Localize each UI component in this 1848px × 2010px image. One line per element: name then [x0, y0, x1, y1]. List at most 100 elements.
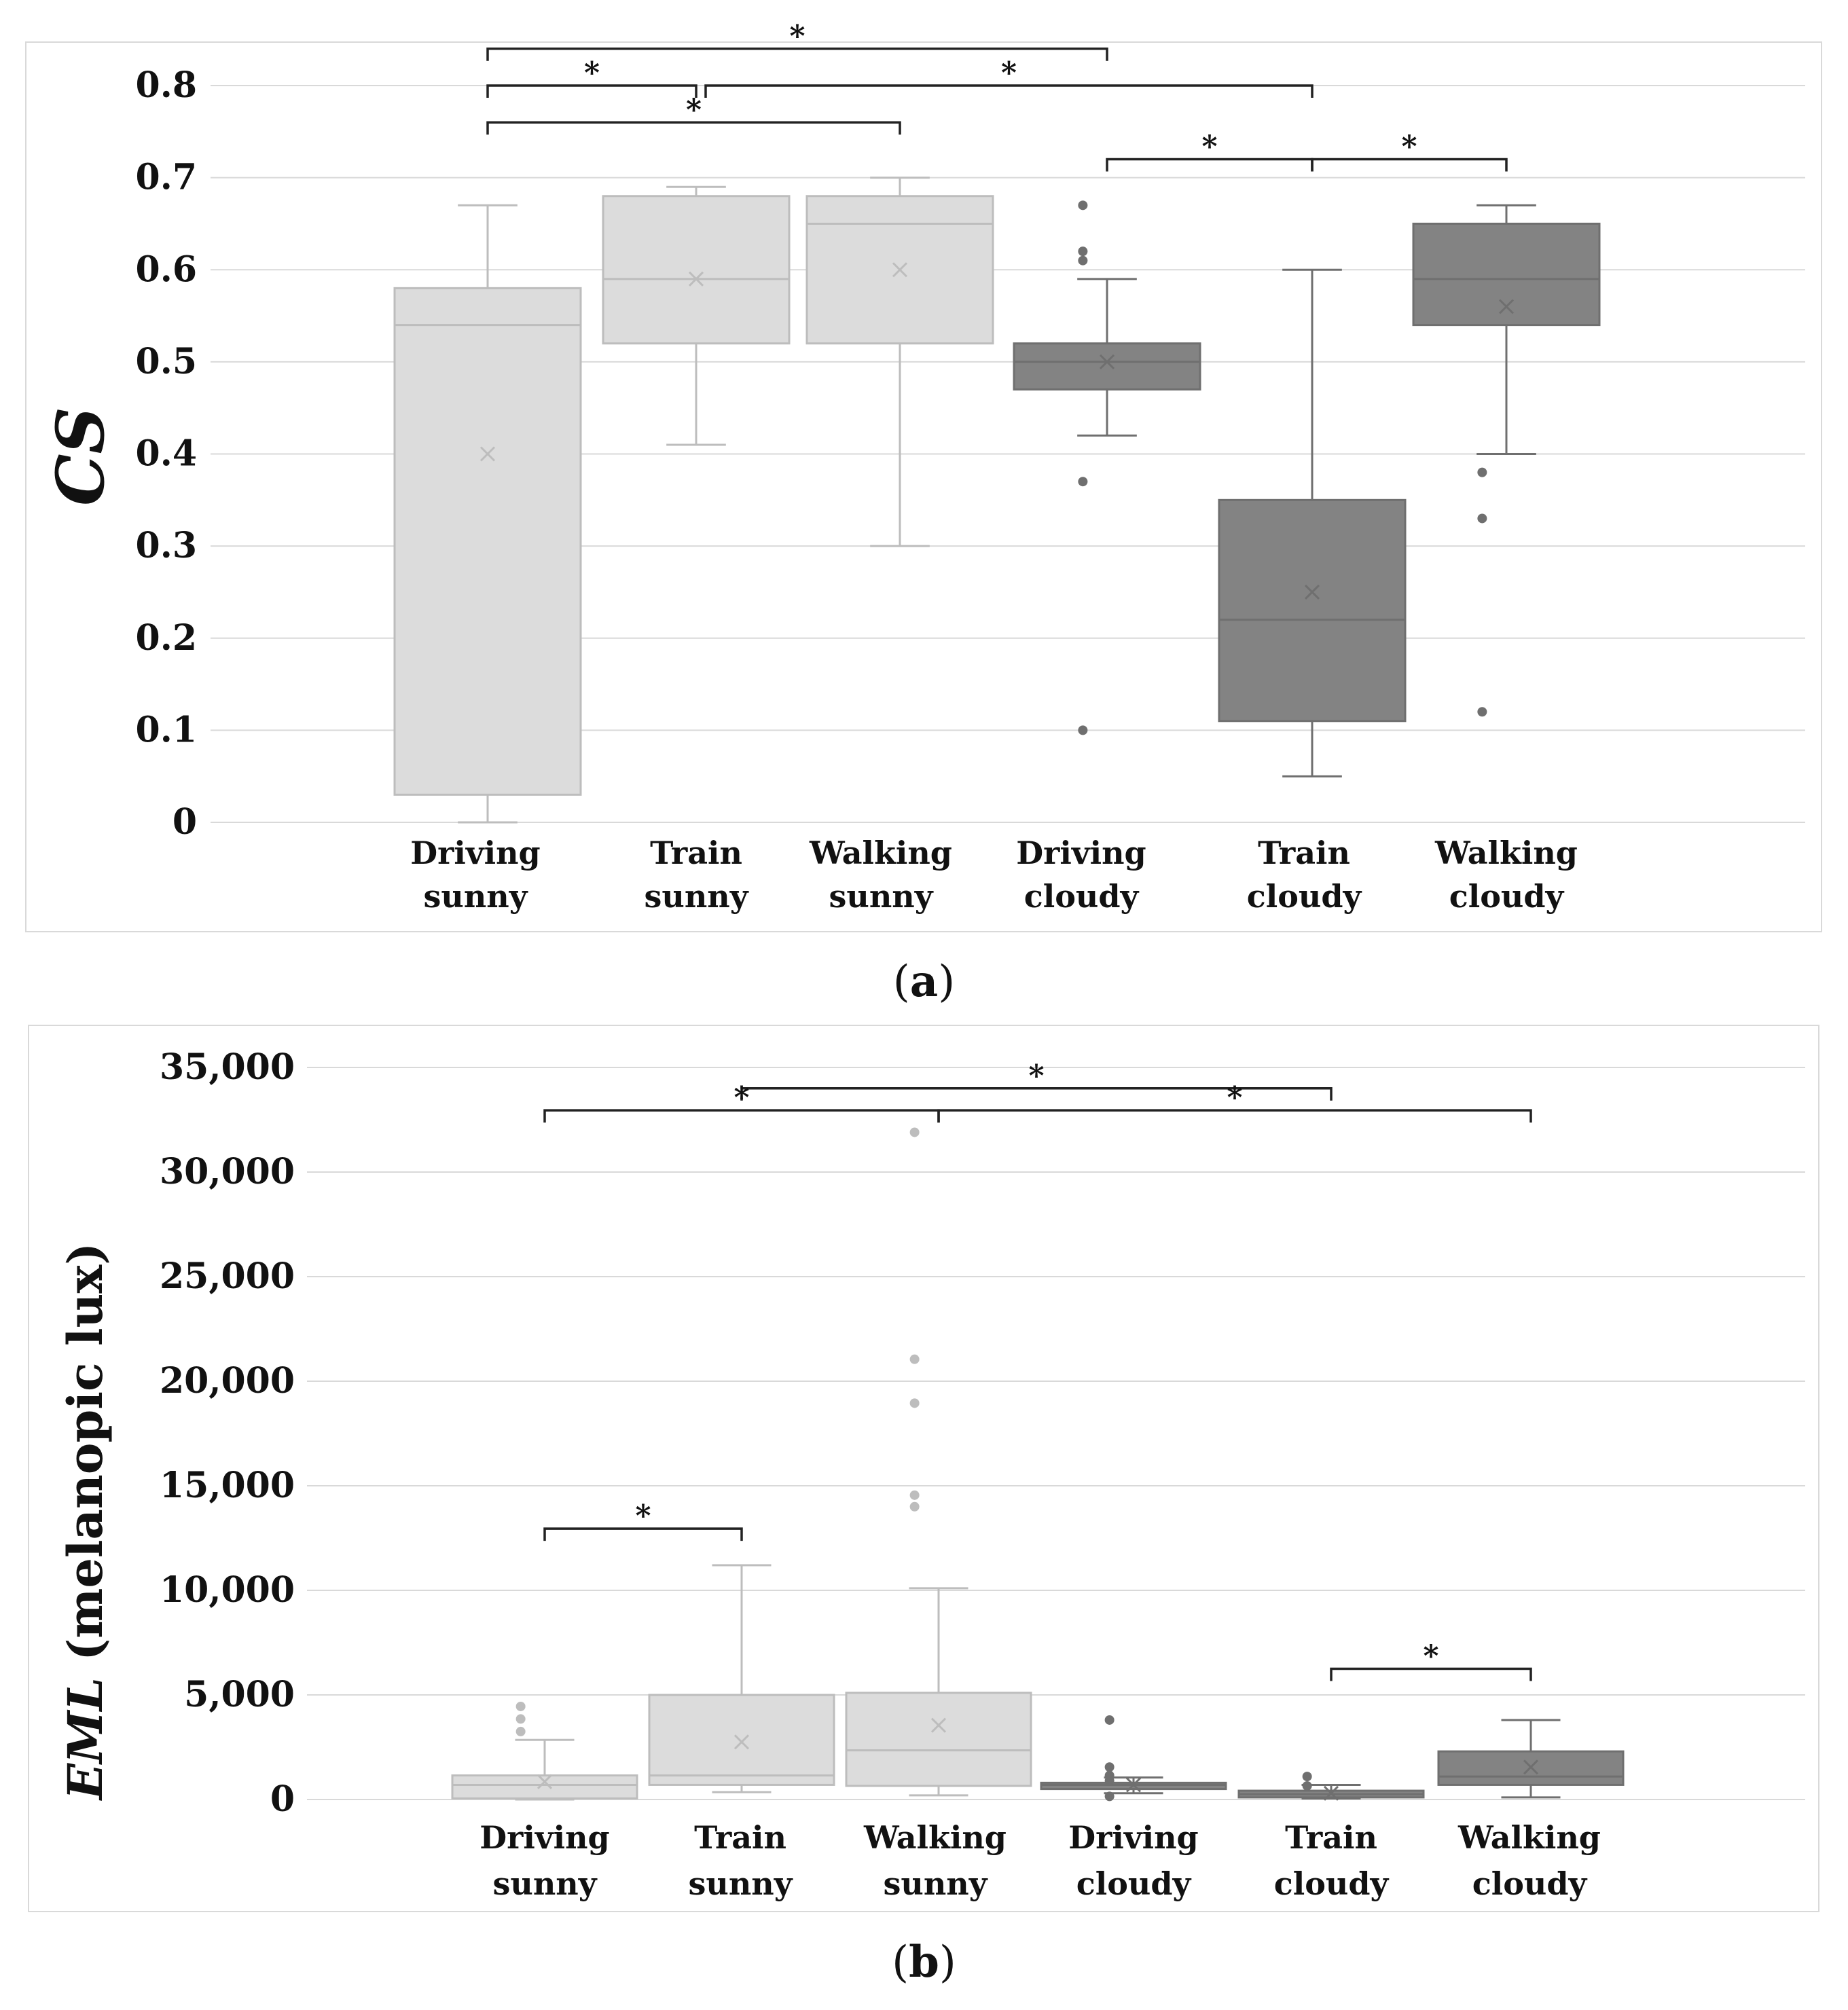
chart-b-frame [28, 1025, 1819, 1912]
y-tick-label: 0.7 [136, 157, 197, 198]
outlier-point [909, 1501, 920, 1512]
box [1013, 342, 1201, 391]
y-tick-label: 0.4 [136, 433, 197, 475]
x-label-line1: Walking [1457, 1819, 1601, 1856]
x-label-line1: Driving [410, 835, 540, 871]
x-label-line2: sunny [829, 878, 934, 915]
outlier-point [1104, 1776, 1115, 1786]
chart-b-x-labels: Driving sunny Train sunny Walking sunny Drivin… [479, 1819, 1601, 1902]
x-label-line2: sunny [884, 1865, 988, 1902]
significance-bracket [543, 1527, 743, 1541]
significance-bracket [486, 84, 697, 98]
significance-bracket [1311, 158, 1508, 172]
x-label-line2: cloudy [1449, 878, 1565, 915]
significance-star: * [733, 1080, 749, 1115]
x-label-line1: Train [694, 1819, 786, 1856]
outlier-point [515, 1714, 526, 1724]
chart-a: 0 0.1 0.2 0.3 0.4 0.5 0.6 0.7 0.8 Driving sunny Tr… [25, 19, 1822, 932]
outlier-point [1302, 1780, 1312, 1791]
mean-marker [1125, 1777, 1142, 1793]
mean-marker [537, 1774, 553, 1789]
x-label-line2: cloudy [1076, 1865, 1192, 1902]
outlier-point [1104, 1762, 1115, 1772]
outlier-point [515, 1701, 526, 1711]
y-tick-label: 30,000 [160, 1151, 295, 1192]
mean-marker [479, 446, 496, 462]
chart-b-y-axis-title: EML (melanopic lux) [57, 1243, 113, 1802]
x-label-line1: Driving [1068, 1819, 1198, 1856]
x-label-line2: cloudy [1247, 878, 1362, 915]
significance-star: * [1028, 1059, 1044, 1093]
caption-a-close: ) [938, 957, 956, 1007]
y-tick-label: 0.5 [136, 341, 197, 382]
outlier-point [909, 1398, 920, 1408]
box [1412, 222, 1601, 327]
chart-a-x-labels: Driving sunny Train sunny Walking sunny Drivin… [410, 835, 1578, 915]
x-label-line2: sunny [645, 878, 749, 915]
significance-star: * [1227, 1080, 1242, 1115]
box [1218, 498, 1407, 723]
x-label-line1: Driving [1016, 835, 1146, 871]
significance-bracket [486, 48, 1108, 61]
caption-a-letter: a [909, 956, 939, 1007]
x-label-line1: Walking [1434, 835, 1578, 871]
y-tick-label: 0.2 [136, 617, 197, 659]
box [648, 1694, 835, 1786]
y-tick-label: 0.6 [136, 249, 197, 290]
significance-star: * [1001, 56, 1017, 90]
y-tick-label: 5,000 [184, 1674, 295, 1715]
caption-b-open: ( [892, 1937, 909, 1988]
significance-star: * [1201, 130, 1217, 164]
outlier-point [1302, 1772, 1312, 1782]
chart-b-gridlines [307, 1067, 1805, 1800]
chart-b-boxes [451, 1127, 1625, 1802]
outlier-point [909, 1127, 920, 1137]
mean-marker [930, 1717, 947, 1733]
chart-b: 0 5,000 10,000 15,000 20,000 25,000 30,000 35,0… [28, 1025, 1819, 1912]
x-label-line2: cloudy [1472, 1865, 1588, 1902]
outlier-point [1477, 513, 1487, 524]
mean-marker [688, 271, 704, 287]
x-label-line2: cloudy [1024, 878, 1140, 915]
y-tick-label: 0 [270, 1778, 295, 1820]
caption-a-open: ( [892, 957, 910, 1007]
mean-marker [892, 262, 908, 278]
y-tick-label: 15,000 [160, 1465, 295, 1506]
x-label-line1: Train [650, 835, 742, 871]
significance-star: * [686, 92, 702, 127]
y-tick-label: 20,000 [160, 1360, 295, 1402]
chart-a-boxes [393, 177, 1601, 824]
chart-a-y-ticks: 0 0.1 0.2 0.3 0.4 0.5 0.6 0.7 0.8 [136, 65, 197, 843]
significance-bracket [937, 1109, 1532, 1123]
caption-b-close: ) [939, 1937, 956, 1988]
x-label-line1: Walking [863, 1819, 1007, 1856]
chart-b-y-axis-title-rest: (melanopic lux) [57, 1243, 113, 1678]
mean-marker [1523, 1759, 1539, 1775]
outlier-point [1078, 246, 1088, 257]
x-label-line1: Driving [479, 1819, 609, 1856]
outlier-point [909, 1490, 920, 1500]
x-label-line2: cloudy [1274, 1865, 1390, 1902]
outlier-point [1078, 725, 1088, 735]
caption-b: (b) [0, 1937, 1848, 1988]
y-tick-label: 0.1 [136, 709, 197, 750]
y-tick-label: 35,000 [160, 1046, 295, 1088]
chart-a-y-axis-title: CS [42, 407, 119, 506]
significance-star: * [1423, 1639, 1438, 1674]
significance-bracket [704, 84, 1313, 98]
outlier-point [1477, 707, 1487, 717]
box [451, 1774, 638, 1799]
y-tick-label: 0 [173, 801, 197, 843]
significance-star: * [584, 56, 600, 90]
significance-bracket [740, 1087, 1333, 1101]
significance-bracket [1330, 1667, 1532, 1681]
x-label-line2: sunny [689, 1865, 793, 1902]
outlier-point [1078, 477, 1088, 487]
significance-star: * [1401, 130, 1417, 164]
outlier-point [1104, 1715, 1115, 1725]
outlier-point [515, 1726, 526, 1736]
caption-a: (a) [0, 956, 1848, 1007]
x-label-line1: Train [1285, 1819, 1377, 1856]
y-tick-label: 25,000 [160, 1256, 295, 1297]
outlier-point [1078, 255, 1088, 266]
